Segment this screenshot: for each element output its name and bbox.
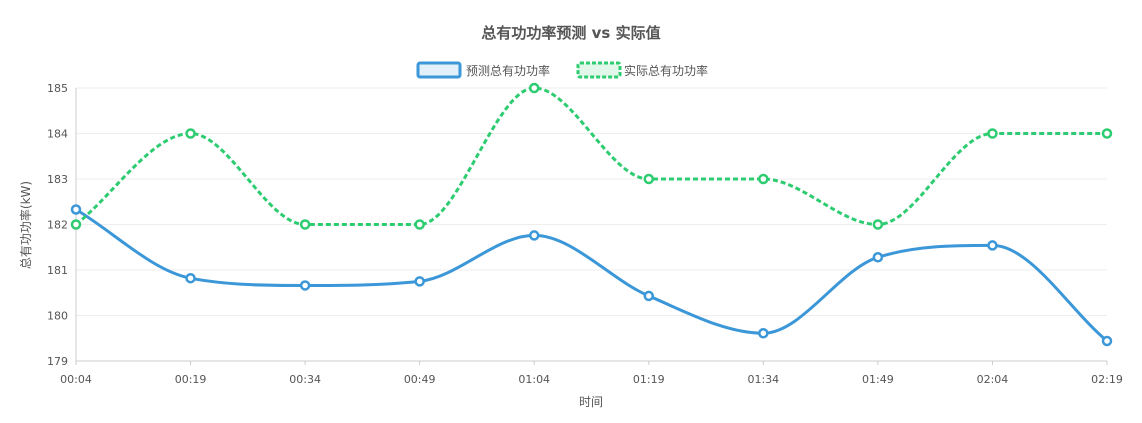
series-lines [74,86,1109,343]
y-axis-title: 总有功功率(kW) [18,181,33,269]
legend-label-predicted[interactable]: 预测总有功功率 [466,63,550,78]
y-tick-label: 184 [47,128,68,141]
x-tick-label: 01:04 [518,373,550,386]
data-point-actual[interactable] [987,128,998,139]
data-point-predicted[interactable] [70,204,82,215]
data-point-predicted[interactable] [758,327,769,339]
data-point-predicted[interactable] [185,272,196,284]
x-tick-label: 00:04 [60,373,92,386]
data-point-actual[interactable] [872,219,884,230]
series-line-predicted [74,207,1109,343]
legend-item-predicted[interactable]: 预测总有功功率 [416,61,550,79]
data-point-predicted[interactable] [987,240,998,251]
x-tick-label: 00:34 [289,373,321,386]
legend-item-actual[interactable]: 实际总有功功率 [576,61,708,79]
legend-swatch-predicted[interactable] [416,61,462,79]
data-point-actual[interactable] [414,219,425,230]
data-point-actual[interactable] [528,82,540,94]
y-tick-label: 182 [47,219,68,232]
legend[interactable]: 预测总有功功率 实际总有功功率 [416,61,708,79]
data-points [70,82,1113,347]
series-line-actual [75,86,1107,226]
y-tick-label: 181 [47,264,68,277]
grid-lines [76,87,1107,316]
data-point-predicted[interactable] [299,280,311,291]
x-tick-label: 02:04 [977,373,1009,386]
data-point-predicted[interactable] [414,276,425,287]
legend-label-actual[interactable]: 实际总有功功率 [624,63,708,78]
data-point-actual[interactable] [185,128,196,139]
axes [75,88,1108,365]
data-point-actual[interactable] [299,219,311,230]
x-axis-title: 时间 [579,395,603,409]
y-tick-label: 185 [47,82,68,95]
data-point-actual[interactable] [758,173,769,185]
x-tick-label: 02:19 [1091,373,1123,386]
data-point-actual[interactable] [70,219,82,230]
data-point-predicted[interactable] [643,290,655,302]
y-tick-label: 183 [47,173,68,186]
chart-title: 总有功功率预测 vs 实际值 [481,24,660,42]
data-point-actual[interactable] [643,173,655,185]
data-point-predicted[interactable] [528,230,540,241]
x-tick-label: 00:19 [175,373,207,386]
x-tick-label: 01:49 [862,373,894,386]
x-tick-label: 00:49 [404,373,436,386]
legend-swatch-actual[interactable] [576,61,622,79]
x-tick-label: 01:19 [633,373,665,386]
y-tick-label: 179 [47,355,68,368]
x-tick-label: 01:34 [747,373,779,386]
y-tick-label: 180 [47,310,68,323]
data-point-predicted[interactable] [1101,335,1113,347]
tick-labels: 179 180 181 182 183 184 185 00:04 00:19 00:34 00:4… [47,82,1123,386]
data-point-predicted[interactable] [872,252,884,263]
data-point-actual[interactable] [1101,128,1113,139]
